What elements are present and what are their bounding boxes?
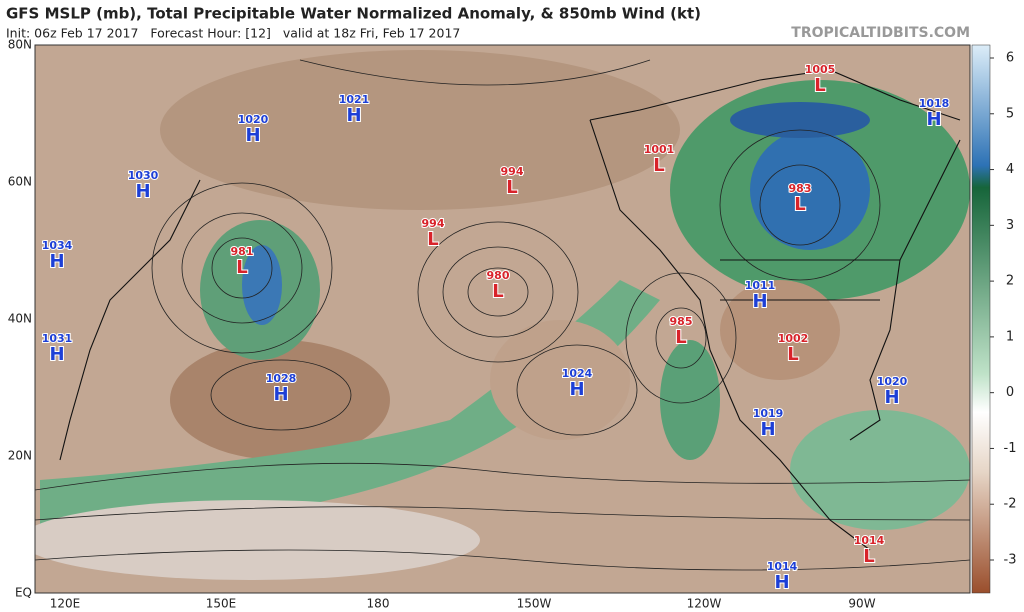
lon-label: 150E xyxy=(206,597,237,611)
pressure-value: 1014 xyxy=(854,534,885,547)
pressure-value: 1005 xyxy=(805,63,836,76)
pressure-value: 1020 xyxy=(877,375,908,388)
pressure-value: 1018 xyxy=(919,97,950,110)
pressure-center: H xyxy=(884,387,899,408)
pressure-value: 1021 xyxy=(339,93,370,106)
pressure-center: L xyxy=(653,155,664,176)
colorbar-label: 2 xyxy=(1006,274,1014,289)
colorbar-label: 6 xyxy=(1006,51,1014,66)
colorbar-label: 1 xyxy=(1006,329,1014,344)
map-frame xyxy=(34,44,971,594)
colorbar-label: -2 xyxy=(1004,497,1017,512)
colorbar-label: 5 xyxy=(1006,106,1014,121)
pressure-center: L xyxy=(236,257,247,278)
pressure-center: L xyxy=(675,327,686,348)
pressure-value: 1020 xyxy=(238,113,269,126)
lon-label: 120E xyxy=(50,597,81,611)
pressure-center: H xyxy=(49,344,64,365)
pressure-center: L xyxy=(427,229,438,250)
watermark: TROPICALTIDBITS.COM xyxy=(791,25,970,41)
pressure-value: 980 xyxy=(487,269,510,282)
pressure-center: H xyxy=(245,125,260,146)
pressure-value: 1030 xyxy=(128,169,159,182)
pressure-value: 1024 xyxy=(562,367,593,380)
pressure-center: H xyxy=(49,251,64,272)
pressure-value: 1034 xyxy=(42,239,73,252)
pressure-center: H xyxy=(760,419,775,440)
lat-label: 20N xyxy=(8,449,32,463)
lon-label: 90W xyxy=(848,597,875,611)
lat-label: 40N xyxy=(8,312,32,326)
pressure-center: H xyxy=(774,572,789,593)
lon-label: 120W xyxy=(687,597,722,611)
pressure-value: 1028 xyxy=(266,372,297,385)
lon-label: 150W xyxy=(517,597,552,611)
pressure-center: L xyxy=(814,75,825,96)
lat-label: 80N xyxy=(8,38,32,52)
colorbar-label: -1 xyxy=(1004,441,1017,456)
colorbar xyxy=(971,44,991,594)
pressure-center: H xyxy=(273,384,288,405)
pressure-value: 985 xyxy=(670,315,693,328)
subtitle: Init: 06z Feb 17 2017 Forecast Hour: [12… xyxy=(6,26,460,41)
pressure-value: 994 xyxy=(501,165,524,178)
pressure-value: 994 xyxy=(422,217,445,230)
pressure-value: 1011 xyxy=(745,279,776,292)
colorbar-label: 3 xyxy=(1006,218,1014,233)
pressure-center: L xyxy=(794,194,805,215)
lat-label: 60N xyxy=(8,175,32,189)
pressure-value: 1019 xyxy=(753,407,784,420)
pressure-center: L xyxy=(492,281,503,302)
pressure-value: 1014 xyxy=(767,560,798,573)
colorbar-label: 4 xyxy=(1006,162,1014,177)
pressure-center: L xyxy=(787,344,798,365)
lon-label: 180 xyxy=(367,597,390,611)
title: GFS MSLP (mb), Total Precipitable Water … xyxy=(6,5,701,23)
pressure-value: 1002 xyxy=(778,332,809,345)
pressure-center: H xyxy=(346,105,361,126)
pressure-center: H xyxy=(135,181,150,202)
map-field xyxy=(35,45,970,593)
pressure-value: 983 xyxy=(789,182,812,195)
pressure-center: L xyxy=(506,177,517,198)
colorbar-label: -3 xyxy=(1004,553,1017,568)
pressure-value: 1001 xyxy=(644,143,675,156)
pressure-center: H xyxy=(752,291,767,312)
pressure-value: 1031 xyxy=(42,332,73,345)
pressure-center: H xyxy=(926,109,941,130)
colorbar-label: 0 xyxy=(1006,385,1014,400)
pressure-value: 981 xyxy=(231,245,254,258)
lat-label: EQ xyxy=(15,586,32,600)
pressure-center: L xyxy=(863,546,874,567)
pressure-center: H xyxy=(569,379,584,400)
